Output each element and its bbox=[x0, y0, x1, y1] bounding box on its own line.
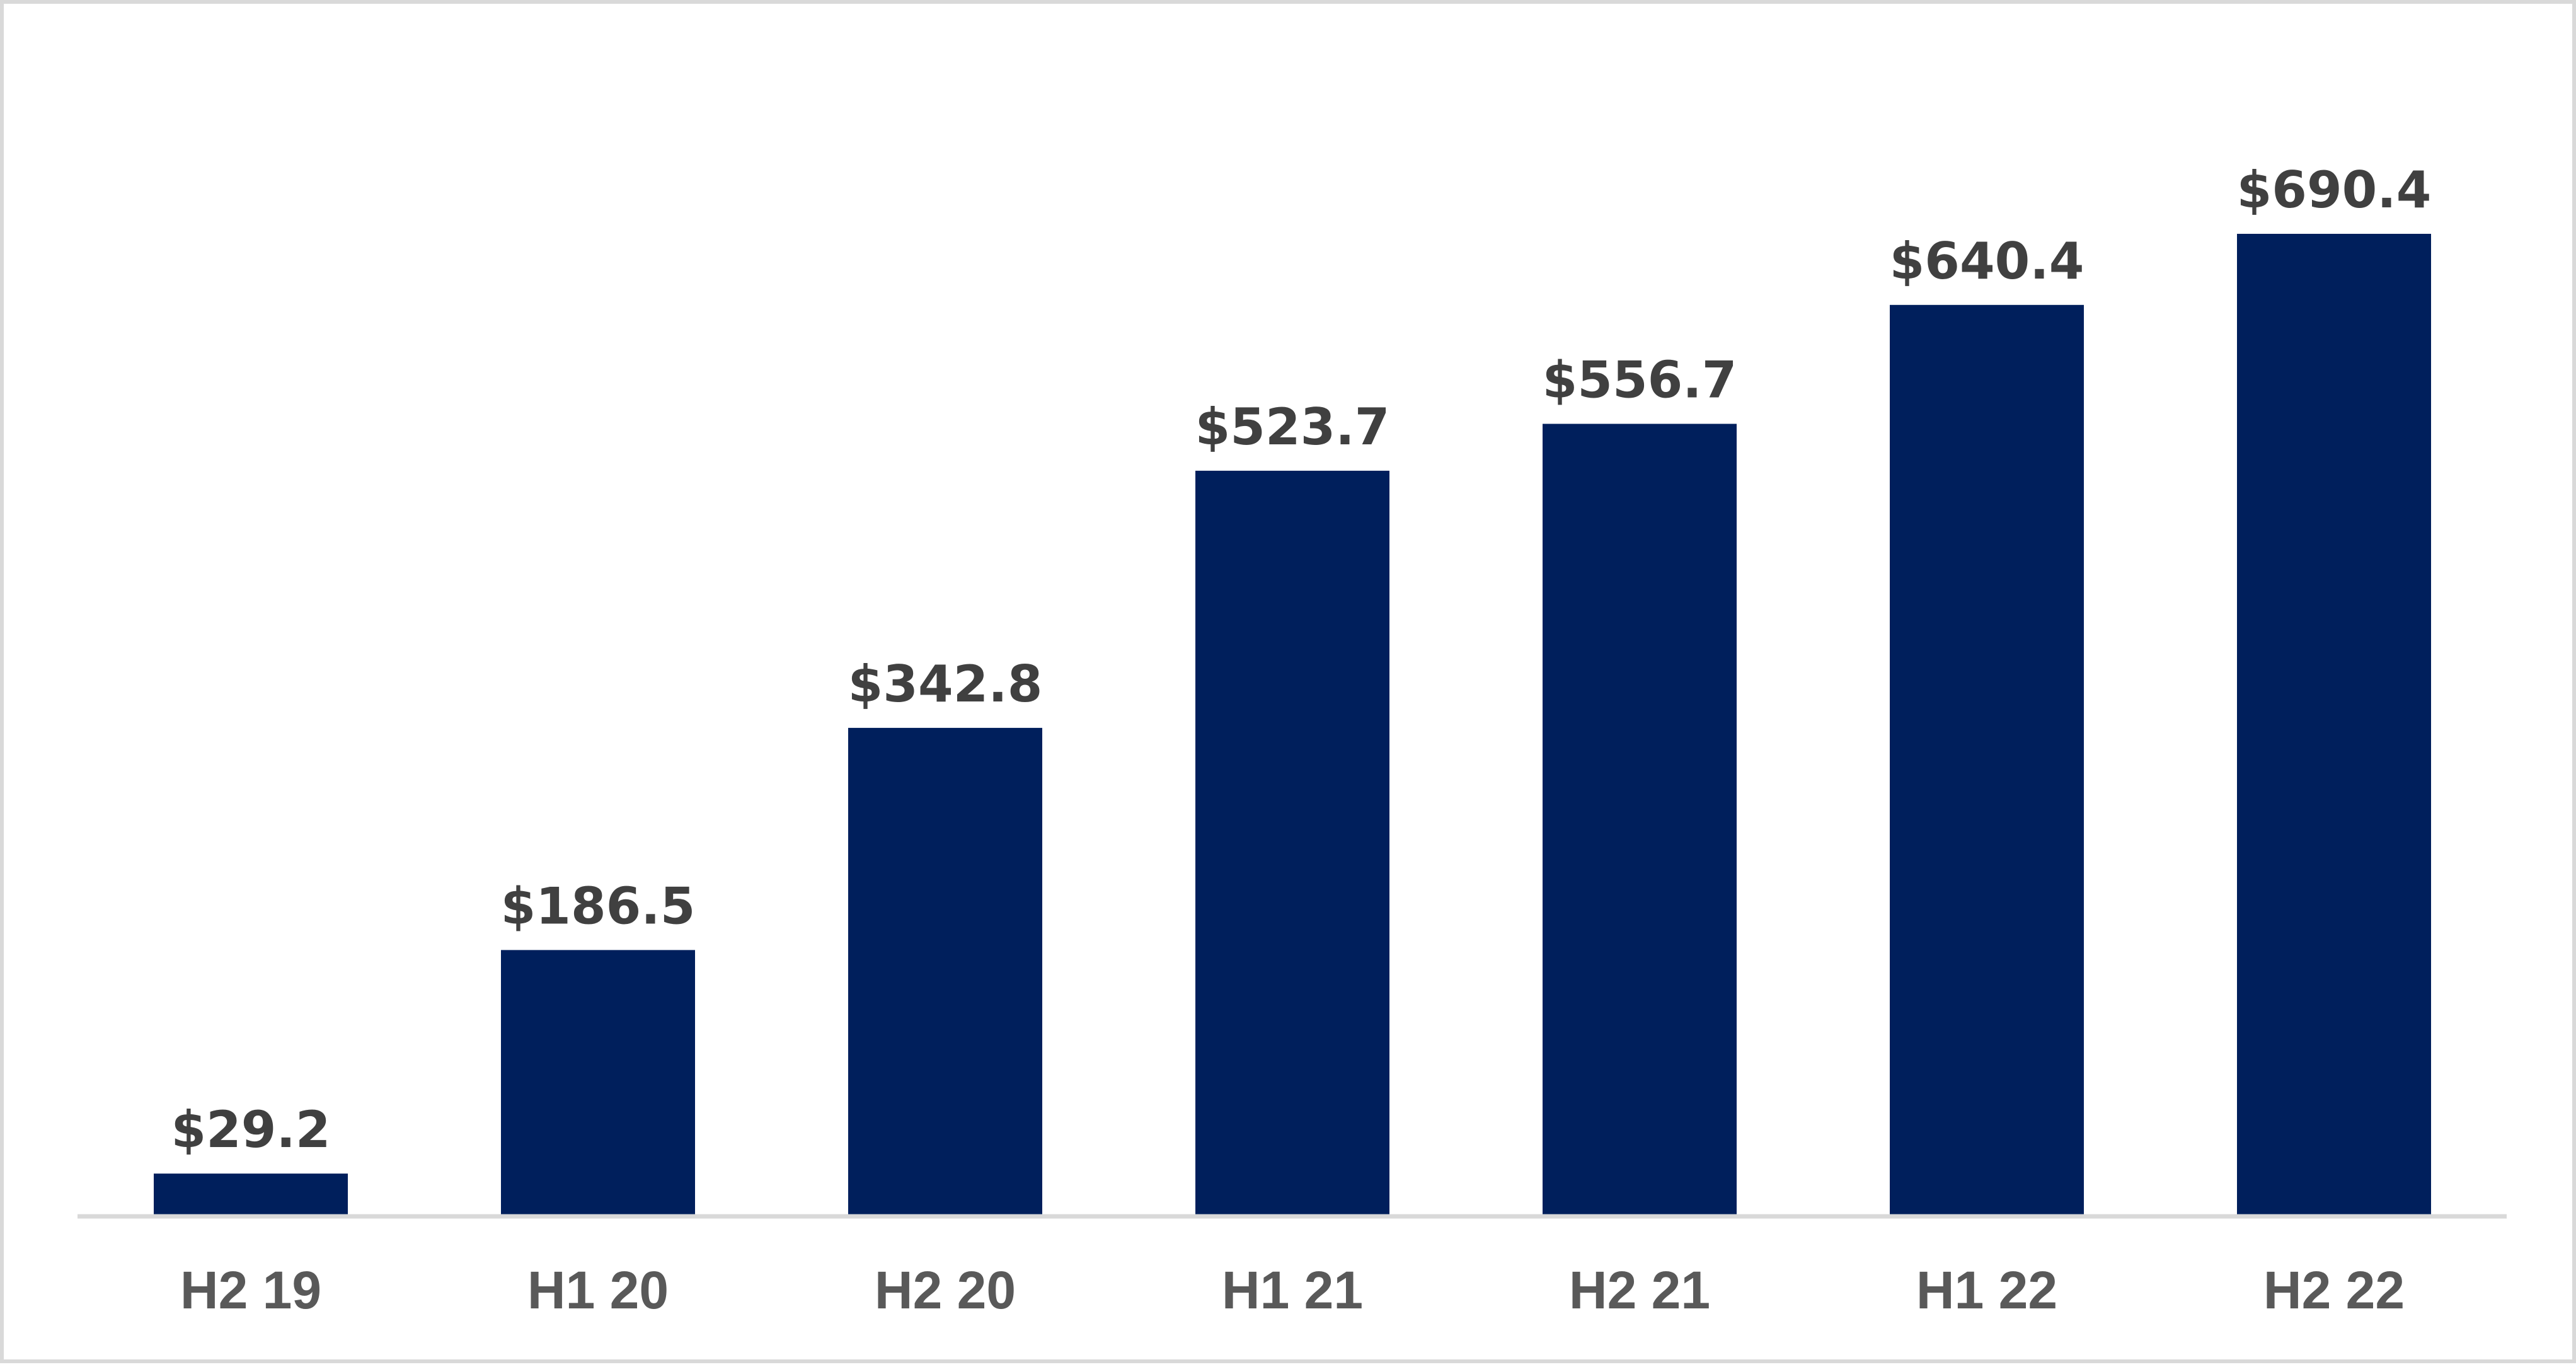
x-tick-label-h1-22: H1 22 bbox=[1916, 1260, 2057, 1320]
bar-h2-19 bbox=[154, 1174, 348, 1215]
bar-h1-21 bbox=[1195, 470, 1389, 1215]
bar-h2-22 bbox=[2237, 234, 2431, 1215]
x-tick-label-h2-20: H2 20 bbox=[875, 1260, 1016, 1320]
x-tick-label-h2-22: H2 22 bbox=[2263, 1260, 2405, 1320]
x-tick-label-h1-21: H1 21 bbox=[1222, 1260, 1363, 1320]
bar-chart: $29.2 $186.5 $342.8 $523.7 $556.7 $640.4 $690.… bbox=[78, 161, 2507, 1320]
data-label-h2-20: $342.8 bbox=[848, 655, 1043, 713]
data-label-h2-22: $690.4 bbox=[2237, 161, 2432, 219]
data-label-h2-21: $556.7 bbox=[1543, 351, 1737, 410]
bar-h1-20 bbox=[501, 950, 695, 1215]
bar-h2-20 bbox=[848, 727, 1042, 1215]
bar-h1-22 bbox=[1890, 304, 2084, 1215]
data-label-h1-21: $523.7 bbox=[1195, 398, 1390, 456]
data-labels-group: $29.2 $186.5 $342.8 $523.7 $556.7 $640.4 $690.… bbox=[171, 161, 2431, 1159]
data-label-h2-19: $29.2 bbox=[171, 1100, 330, 1159]
x-tick-label-h2-21: H2 21 bbox=[1569, 1260, 1710, 1320]
x-tick-labels-group: H2 19 H1 20 H2 20 H1 21 H2 21 H1 22 H2 22 bbox=[180, 1260, 2405, 1320]
bars-group bbox=[154, 234, 2431, 1215]
bar-h2-21 bbox=[1543, 424, 1737, 1215]
data-label-h1-22: $640.4 bbox=[1890, 232, 2084, 291]
x-tick-label-h2-19: H2 19 bbox=[180, 1260, 321, 1320]
x-tick-label-h1-20: H1 20 bbox=[527, 1260, 669, 1320]
data-label-h1-20: $186.5 bbox=[501, 877, 696, 935]
